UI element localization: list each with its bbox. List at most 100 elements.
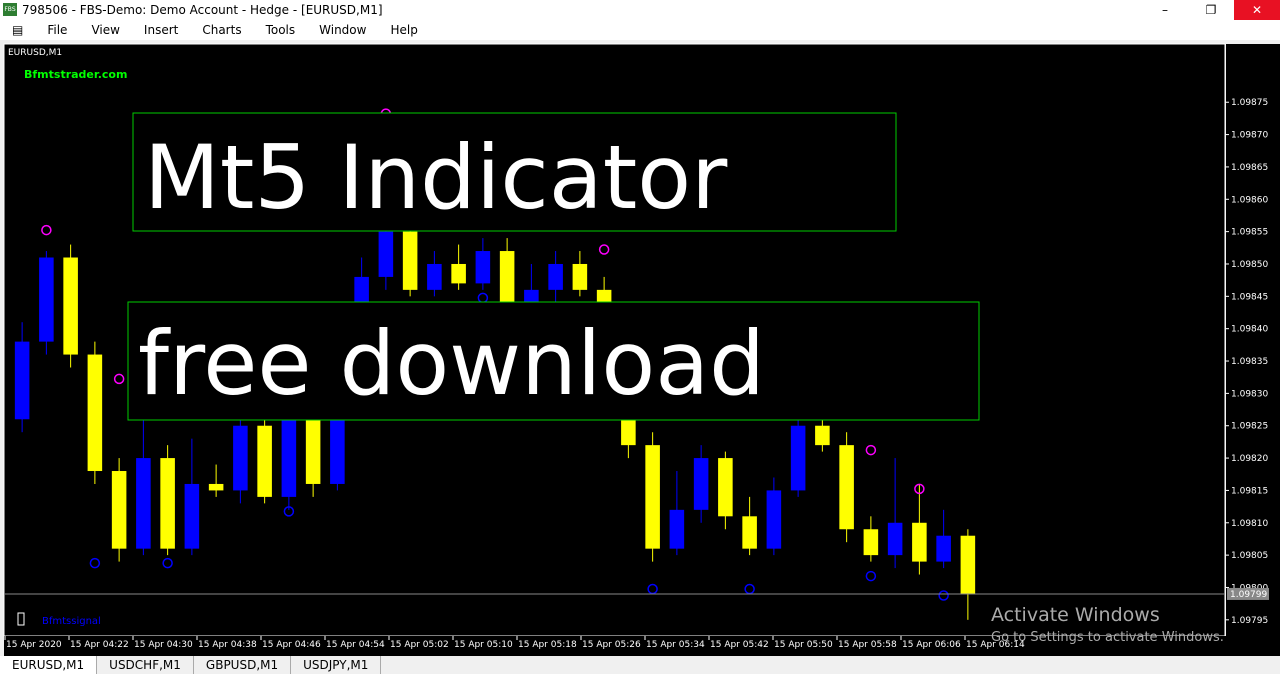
x-tick-label: 15 Apr 05:50 — [774, 640, 833, 650]
candle-body — [402, 231, 418, 290]
candle-body — [815, 425, 830, 446]
candle-body — [63, 257, 78, 355]
candle-body — [960, 535, 976, 594]
chart-tab[interactable]: USDJPY,M1 — [291, 656, 382, 674]
candle-body — [718, 458, 733, 517]
time-scale — [4, 636, 1280, 656]
x-tick-label: 15 Apr 06:06 — [902, 640, 961, 650]
candle-body — [39, 257, 54, 342]
menu-item[interactable]: Tools — [265, 23, 296, 37]
overlay-box — [132, 112, 897, 232]
x-tick-label: 15 Apr 04:38 — [198, 640, 257, 650]
y-tick-label: 1.09855 — [1231, 228, 1268, 238]
menu-bar: ▤ File View Insert Charts Tools Window Help — [0, 20, 1280, 41]
candle-body — [693, 458, 709, 510]
signal — [283, 506, 295, 517]
candle-body — [87, 354, 103, 472]
menu-item[interactable]: Window — [319, 23, 367, 37]
x-tick-label: 15 Apr 05:10 — [454, 640, 513, 650]
signal — [89, 557, 101, 569]
x-tick-label: 15 Apr 04:22 — [70, 640, 129, 650]
price-scale — [1226, 44, 1280, 636]
candle-body — [839, 445, 854, 530]
candle-body — [14, 341, 30, 420]
chart-tab[interactable]: USDCHF,M1 — [97, 656, 194, 674]
y-tick-label: 1.09825 — [1231, 422, 1268, 432]
x-tick-label: 15 Apr 04:54 — [326, 640, 385, 650]
signal — [41, 224, 52, 236]
current-price-box — [1227, 587, 1269, 600]
candle-body — [912, 522, 927, 562]
candle-body — [742, 516, 757, 549]
title-bar: FBS 798506 - FBS-Demo: Demo Account - He… — [0, 0, 1280, 20]
candle-body — [475, 251, 491, 284]
menu-icon: ▤ — [12, 23, 24, 37]
signal — [938, 590, 949, 601]
candle-body — [160, 458, 175, 549]
minimize[interactable]: – — [1162, 3, 1168, 17]
y-tick-label: 1.09870 — [1231, 131, 1268, 141]
signal — [865, 444, 877, 456]
candle-body — [766, 490, 782, 549]
candle-body — [378, 231, 394, 277]
candle-body — [257, 425, 272, 497]
menu-item[interactable]: Insert — [143, 23, 179, 37]
y-tick-label: 1.09830 — [1231, 389, 1268, 399]
signal-icon — [17, 612, 25, 626]
x-tick-label: 15 Apr 2020 — [6, 640, 62, 650]
y-tick-label: 1.09865 — [1231, 163, 1268, 173]
candle-body — [887, 522, 903, 556]
menu-item[interactable]: View — [91, 23, 120, 37]
app-icon: FBS — [3, 3, 17, 16]
x-tick-label: 15 Apr 05:58 — [838, 640, 897, 650]
signal — [162, 557, 173, 569]
window-title: 798506 - FBS-Demo: Demo Account - Hedge … — [22, 3, 383, 17]
candles — [14, 108, 976, 620]
overlay-box — [127, 301, 980, 421]
chart: EURUSD,M1 Bfmtstrader.com Bfmtssignal Mt… — [0, 40, 1280, 656]
y-tick-label: 1.09845 — [1231, 292, 1268, 302]
candle-body — [863, 529, 879, 556]
y-tick-label: 1.09805 — [1231, 551, 1268, 561]
candle-body — [451, 263, 466, 284]
x-tick-label: 15 Apr 04:30 — [134, 640, 193, 650]
candle-body — [645, 445, 660, 549]
menu-item[interactable]: Help — [390, 23, 418, 37]
y-tick-label: 1.09815 — [1231, 486, 1268, 496]
y-tick-label: 1.09810 — [1231, 519, 1268, 529]
y-tick-label: 1.09850 — [1231, 260, 1268, 270]
chart-tab[interactable]: EURUSD,M1 — [0, 656, 98, 674]
tab-bar: EURUSD,M1 USDCHF,M1 GBPUSD,M1 USDJPY,M1 — [0, 656, 1280, 674]
candle-body — [572, 263, 588, 290]
y-tick-label: 1.09840 — [1231, 325, 1268, 335]
x-tick-label: 15 Apr 05:18 — [518, 640, 577, 650]
overlay-text: Mt5 Indicator — [144, 126, 728, 229]
menu-item[interactable]: File — [47, 23, 68, 37]
candle-body — [136, 458, 151, 549]
activation-title: Activate Windows — [991, 604, 1160, 626]
maximize[interactable]: ❐ — [1205, 3, 1217, 17]
x-tick-label: 15 Apr 05:42 — [710, 640, 769, 650]
chart-symbol: EURUSD,M1 — [8, 48, 62, 58]
signal — [113, 373, 125, 385]
x-tick-label: 15 Apr 05:26 — [582, 640, 641, 650]
menu-item[interactable]: Charts — [202, 23, 242, 37]
x-tick-label: 15 Apr 05:02 — [390, 640, 449, 650]
candle-body — [548, 263, 563, 290]
candle-body — [184, 483, 200, 549]
window-buttons: – ❐ ✕ — [1142, 0, 1280, 20]
x-tick-label: 15 Apr 06:14 — [966, 640, 1025, 650]
x-tick-label: 15 Apr 04:46 — [262, 640, 321, 650]
candle-body — [111, 471, 127, 549]
signal — [598, 244, 610, 255]
candle-body — [233, 425, 248, 491]
chart-tab[interactable]: GBPUSD,M1 — [194, 656, 292, 674]
x-tick-label: 15 Apr 05:34 — [646, 640, 705, 650]
candle-body — [208, 483, 224, 491]
signal — [914, 483, 925, 495]
overlay-text: free download — [138, 312, 765, 415]
y-tick-label: 1.09875 — [1231, 98, 1268, 108]
candle-body — [936, 535, 951, 562]
close[interactable]: ✕ — [1234, 0, 1280, 20]
